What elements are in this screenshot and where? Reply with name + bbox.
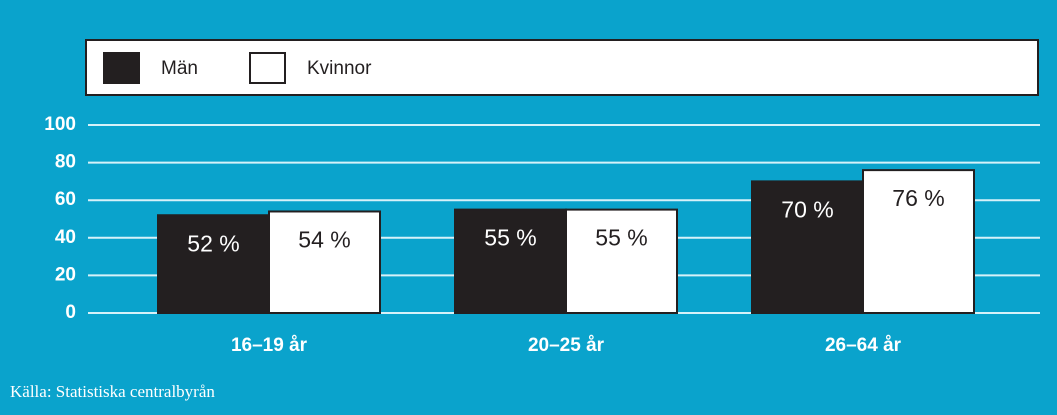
y-tick-label: 40 <box>55 227 76 248</box>
legend-label: Kvinnor <box>307 58 372 79</box>
legend-swatch <box>249 52 286 84</box>
y-tick-label: 100 <box>44 114 76 135</box>
y-tick-label: 20 <box>55 264 76 285</box>
legend-label: Män <box>161 58 198 79</box>
bar <box>268 210 381 314</box>
legend-box <box>85 39 1039 96</box>
y-tick-label: 80 <box>55 152 76 173</box>
legend-swatch <box>103 52 140 84</box>
x-tick-label: 26–64 år <box>825 335 902 356</box>
y-tick-label: 60 <box>55 189 76 210</box>
value-label: 52 % <box>187 230 239 256</box>
x-tick-label: 16–19 år <box>231 335 308 356</box>
bar <box>862 169 975 314</box>
bar <box>751 180 864 314</box>
bar <box>565 208 678 315</box>
value-label: 54 % <box>298 227 350 253</box>
x-tick-label: 20–25 år <box>528 335 605 356</box>
value-label: 76 % <box>892 185 944 211</box>
value-label: 55 % <box>484 225 536 251</box>
value-label: 55 % <box>595 225 647 251</box>
value-label: 70 % <box>781 196 833 222</box>
source: Källa: Statistiska centralbyrån <box>10 382 215 401</box>
bar <box>454 208 567 315</box>
y-tick-label: 0 <box>65 302 76 323</box>
